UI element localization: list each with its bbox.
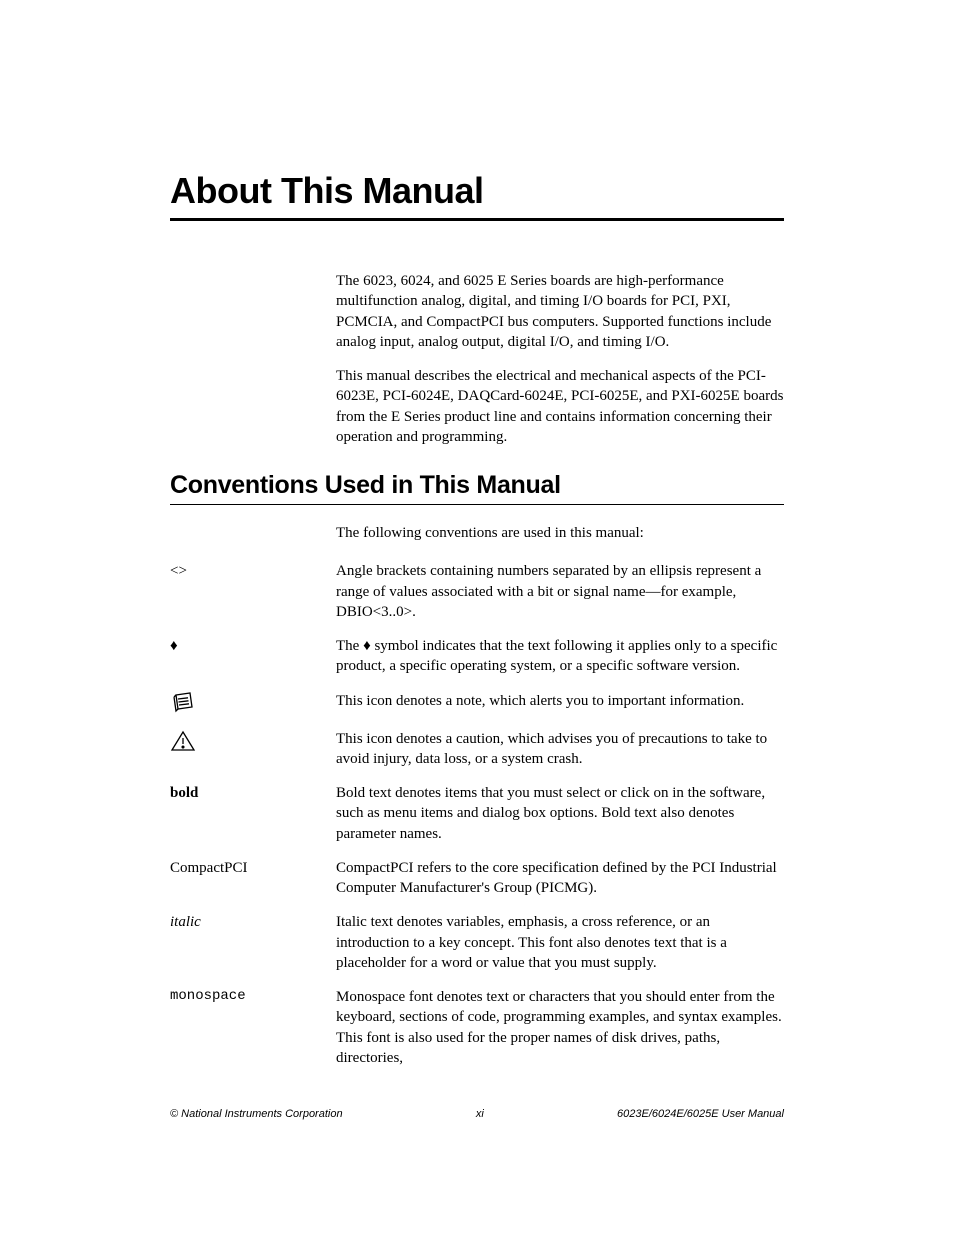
monospace-label: monospace xyxy=(170,987,336,1068)
manual-page: About This Manual The 6023, 6024, and 60… xyxy=(0,0,954,1235)
diamond-label: ♦ xyxy=(170,636,336,677)
intro-paragraph: This manual describes the electrical and… xyxy=(336,366,784,447)
compactpci-desc: CompactPCI refers to the core specificat… xyxy=(336,858,784,899)
note-desc: This icon denotes a note, which alerts y… xyxy=(336,691,784,715)
convention-row-compactpci: CompactPCI CompactPCI refers to the core… xyxy=(170,858,784,899)
caution-desc: This icon denotes a caution, which advis… xyxy=(336,729,784,770)
monospace-desc: Monospace font denotes text or character… xyxy=(336,987,784,1068)
title-rule xyxy=(170,218,784,221)
diamond-desc: The ♦ symbol indicates that the text fol… xyxy=(336,636,784,677)
compactpci-label: CompactPCI xyxy=(170,858,336,899)
convention-row-caution: This icon denotes a caution, which advis… xyxy=(170,729,784,770)
intro-paragraph: The 6023, 6024, and 6025 E Series boards… xyxy=(336,271,784,352)
footer-manual-name: 6023E/6024E/6025E User Manual xyxy=(617,1108,784,1120)
section-rule xyxy=(170,504,784,505)
bold-desc: Bold text denotes items that you must se… xyxy=(336,783,784,844)
footer-copyright: © National Instruments Corporation xyxy=(170,1108,343,1120)
convention-row-diamond: ♦ The ♦ symbol indicates that the text f… xyxy=(170,636,784,677)
angle-brackets-desc: Angle brackets containing numbers separa… xyxy=(336,561,784,622)
section-lead: The following conventions are used in th… xyxy=(336,525,644,541)
caution-icon xyxy=(170,729,336,770)
note-icon xyxy=(170,691,336,715)
page-footer: © National Instruments Corporation xi 60… xyxy=(170,1108,784,1120)
page-title: About This Manual xyxy=(170,170,784,212)
section-lead-block: The following conventions are used in th… xyxy=(336,523,784,543)
angle-brackets-label: <> xyxy=(170,561,336,622)
italic-desc: Italic text denotes variables, emphasis,… xyxy=(336,912,784,973)
convention-row-italic: italic Italic text denotes variables, em… xyxy=(170,912,784,973)
intro-block: The 6023, 6024, and 6025 E Series boards… xyxy=(336,271,784,447)
convention-row-angle: <> Angle brackets containing numbers sep… xyxy=(170,561,784,622)
convention-row-monospace: monospace Monospace font denotes text or… xyxy=(170,987,784,1068)
footer-page-number: xi xyxy=(476,1108,484,1120)
convention-row-bold: bold Bold text denotes items that you mu… xyxy=(170,783,784,844)
section-heading: Conventions Used in This Manual xyxy=(170,471,784,500)
italic-label: italic xyxy=(170,912,336,973)
convention-row-note: This icon denotes a note, which alerts y… xyxy=(170,691,784,715)
bold-label: bold xyxy=(170,783,336,844)
